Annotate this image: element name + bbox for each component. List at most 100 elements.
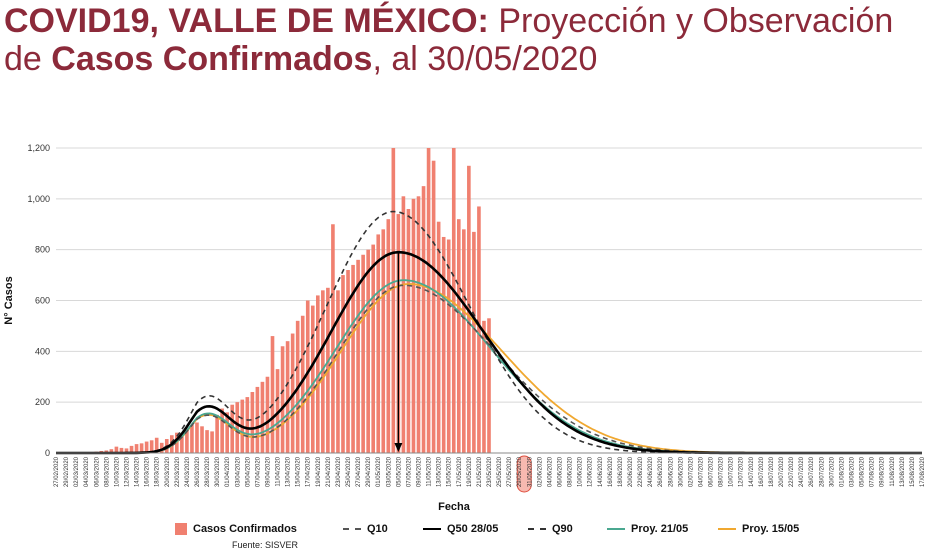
y-tick-label-800: 800	[35, 245, 50, 255]
legend-item-q10: Q10	[343, 521, 388, 537]
bar-13	[119, 447, 124, 453]
x-tick-label-13: 24/03/2020	[185, 456, 191, 487]
legend-item-bars: Casos Confirmados	[175, 521, 297, 537]
bar-34	[225, 412, 229, 453]
title-bold-1: COVID19, VALLE DE MÉXICO:	[4, 2, 489, 40]
bar-44	[275, 369, 280, 453]
bar-60	[356, 259, 360, 453]
x-tick-label-55: 16/06/2020	[608, 456, 614, 487]
bar-32	[215, 414, 219, 453]
bar-49	[300, 315, 305, 453]
x-tick-label-77: 30/07/2020	[829, 456, 835, 487]
x-tick-label-0: 27/02/2020	[54, 456, 60, 487]
x-tick-label-30: 27/04/2020	[356, 456, 362, 487]
bar-26	[185, 430, 189, 453]
x-tick-label-4: 06/03/2020	[94, 456, 100, 487]
x-tick-label-78: 01/08/2020	[839, 456, 845, 487]
x-tick-label-15: 28/03/2020	[205, 456, 211, 487]
x-tick-label-48: 02/06/2020	[537, 456, 543, 487]
x-tick-label-80: 05/08/2020	[860, 456, 866, 487]
bar-39	[250, 392, 255, 453]
x-tick-label-17: 01/04/2020	[225, 456, 231, 487]
bar-64	[376, 234, 381, 453]
x-tick-label-25: 17/04/2020	[306, 456, 312, 487]
x-tick-label-42: 21/05/2020	[477, 456, 483, 487]
x-tick-label-74: 24/07/2020	[799, 456, 805, 487]
x-tick-label-81: 07/08/2020	[870, 456, 876, 487]
peak-arrow-head	[394, 443, 403, 452]
bar-46	[285, 341, 290, 453]
x-tick-label-52: 10/06/2020	[578, 456, 584, 487]
highlight-date-oval	[516, 455, 532, 493]
x-tick-label-29: 25/04/2020	[346, 456, 352, 487]
x-tick-label-72: 20/07/2020	[779, 456, 785, 487]
source-note: Fuente: SISVER	[232, 540, 299, 550]
x-tick-label-60: 26/06/2020	[658, 456, 664, 487]
bar-84	[477, 206, 481, 453]
bar-53	[321, 290, 325, 453]
bar-61	[361, 254, 365, 453]
bar-38	[245, 397, 250, 453]
bar-86	[487, 318, 491, 453]
x-tick-label-50: 06/06/2020	[558, 456, 564, 487]
y-tick-label-600: 600	[35, 296, 50, 306]
bar-29	[200, 426, 204, 453]
x-tick-label-1: 29/02/2020	[64, 456, 70, 487]
legend-swatch-q90	[528, 528, 546, 530]
bar-36	[235, 402, 240, 453]
bar-63	[371, 244, 376, 453]
bar-27	[190, 425, 194, 453]
bar-76	[436, 221, 441, 453]
bar-58	[346, 270, 350, 453]
bar-70	[406, 209, 411, 453]
y-axis-label: N° Casos	[3, 276, 15, 324]
x-tick-label-18: 03/04/2020	[235, 456, 241, 487]
x-tick-label-33: 03/05/2020	[386, 456, 392, 487]
x-tick-label-20: 07/04/2020	[255, 456, 261, 487]
bar-17	[139, 443, 144, 453]
x-tick-label-32: 01/05/2020	[376, 456, 382, 487]
legend-label-q90: Q90	[552, 523, 573, 535]
x-tick-label-85: 15/08/2020	[910, 456, 916, 487]
legend-item-q50: Q50 28/05	[423, 521, 498, 537]
x-tick-label-69: 14/07/2020	[749, 456, 755, 487]
legend-item-q90: Q90	[528, 521, 573, 537]
x-tick-label-21: 09/04/2020	[266, 456, 272, 487]
bar-79	[451, 148, 456, 453]
x-tick-label-54: 14/06/2020	[598, 456, 604, 487]
x-tick-label-22: 11/04/2020	[276, 456, 282, 486]
x-tick-label-31: 29/04/2020	[366, 456, 372, 487]
x-tick-label-27: 21/04/2020	[326, 456, 332, 487]
x-tick-label-46: 29/05/2020	[517, 456, 523, 487]
legend-swatch-bars	[175, 523, 187, 535]
x-tick-label-39: 15/05/2020	[447, 456, 453, 487]
x-tick-label-24: 15/04/2020	[296, 456, 302, 487]
x-tick-label-10: 18/03/2020	[155, 456, 161, 487]
bar-57	[341, 275, 345, 453]
bar-28	[195, 422, 199, 453]
x-tick-label-58: 22/06/2020	[638, 456, 644, 487]
legend-item-proy15: Proy. 15/05	[718, 521, 799, 537]
x-tick-label-64: 04/07/2020	[699, 456, 705, 487]
legend-label-proy15: Proy. 15/05	[742, 523, 800, 535]
x-axis-label: Fecha	[438, 501, 471, 513]
bar-81	[462, 229, 466, 453]
bar-56	[336, 290, 340, 453]
bar-80	[456, 219, 461, 453]
x-tick-label-23: 13/04/2020	[286, 456, 292, 487]
bar-15	[129, 445, 134, 453]
bar-74	[426, 148, 431, 453]
x-tick-label-86: 17/08/2020	[920, 456, 926, 487]
x-tick-label-49: 04/06/2020	[547, 456, 553, 487]
bar-59	[351, 264, 355, 453]
legend-label-q10: Q10	[367, 523, 388, 535]
bar-19	[149, 440, 154, 453]
x-tick-label-11: 20/03/2020	[165, 456, 171, 487]
x-tick-label-47: 31/05/2020	[527, 456, 533, 487]
bar-21	[159, 442, 164, 453]
series-q10	[56, 284, 922, 454]
x-tick-label-84: 13/08/2020	[900, 456, 906, 487]
y-tick-label-1000: 1,000	[27, 194, 50, 204]
bar-73	[421, 186, 426, 453]
